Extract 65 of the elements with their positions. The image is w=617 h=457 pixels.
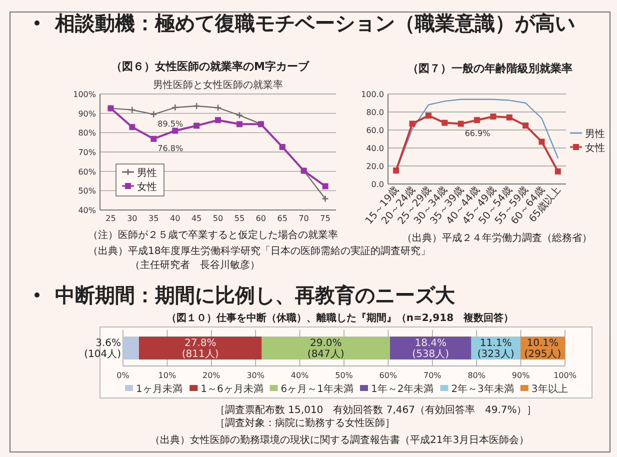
x-tick-label: 70% [424,371,442,380]
x-tick-label: 25 [106,214,116,223]
text: （出典）女性医師の勤務環境の現状に関する調査報告書（平成21年3月日本医師会） [150,434,530,446]
text: （主任研究者 長谷川敏彦） [130,259,260,271]
chart-subtitle: 男性医師と女性医師の就業率 [153,79,283,91]
y-tick-label: 20.0 [366,162,384,171]
data-label: 29.0% (847人) [307,338,344,360]
legend-label: 1年～2年未満 [371,383,434,395]
text: （出典）平成18年度厚生労働科学研究「日本の医師需給の実証的調査研究」 [88,245,431,257]
chart-title: （図１０）仕事を中断（休職）、離職した『期間』（n=2,918 複数回答） [166,312,514,324]
y-tick-label: 60% [78,167,96,176]
x-tick-label: 10% [158,371,176,380]
x-tick-label: 40 [170,214,180,223]
chart-title: （図６）女性医師の就業率のM字カーブ [111,60,310,73]
legend-label: 1ヶ月未満 [136,383,182,395]
data-label: 11.1% (323人) [477,338,514,360]
text: ［調査対象：病院に勤務する女性医師］ [215,417,395,429]
x-tick-label: 70 [298,214,309,223]
y-tick-label: 40.0 [366,144,384,153]
x-tick-label: 40% [290,371,310,380]
x-tick-label: 30 [127,214,138,223]
annotation: 76.8% [158,144,184,153]
legend-label: 女性 [137,181,157,193]
legend-label: 6ヶ月～1年未満 [280,383,354,395]
data-label: 10.1% (295人) [524,338,562,360]
y-tick-label: 80% [78,128,96,138]
x-tick-label: 90% [512,371,530,380]
annotation: 66.9% [464,128,491,138]
x-tick-label: 0% [116,371,130,380]
y-tick-label: 80.0 [366,108,384,117]
legend-label: 1～6ヶ月未満 [200,383,264,395]
x-tick-label: 20% [202,371,221,380]
text: （注）医師が２５歳で卒業すると仮定した場合の就業率 [88,229,338,241]
data-label: 27.8% (811人) [182,338,219,360]
data-label: 18.4% (538人) [412,338,450,360]
x-tick-label: 60 [256,214,266,223]
x-tick-label: 80% [468,371,486,380]
y-tick-label: 90% [78,109,96,118]
legend-label: 男性 [585,128,605,140]
x-tick-label: 45 [191,214,202,223]
legend-label: 3年以上 [531,383,568,395]
x-tick-label: 100% [554,371,577,380]
x-tick-label: 50% [335,371,354,380]
y-tick-label: 70% [78,148,96,157]
x-tick-label: 65 [277,214,288,223]
x-tick-label: 50 [212,214,224,223]
text: （出典）平成２４年労働力調査（総務省） [402,232,592,244]
legend-label: 女性 [585,142,605,154]
x-tick-label: 55 [234,214,245,223]
text: 中断期間：期間に比例し、再教育のニーズ大 [55,283,456,307]
y-tick-label: 0.0 [371,180,384,189]
text: ［調査票配布数 15,010 有効回答数 7,467（有効回答率 49.7%）］ [215,404,537,416]
chart-title: （図７）一般の年齢階級別就業率 [408,62,572,75]
x-tick-label: 60% [379,371,398,380]
data-label: 3.6% (104人) [84,338,122,360]
legend-label: 男性 [137,167,157,179]
x-tick-label: 30% [246,371,265,380]
legend-label: 2年～3年未満 [451,383,514,395]
x-tick-label: 35 [148,214,159,223]
annotation: 89.5% [158,119,184,128]
y-tick-label: 100% [73,90,96,99]
text: 相談動機：極めて復職モチベーション（職業意識）が高い [54,11,575,35]
y-tick-label: 100.0 [361,90,384,99]
y-tick-label: 60.0 [366,126,384,135]
x-tick-label: 75 [320,214,330,223]
